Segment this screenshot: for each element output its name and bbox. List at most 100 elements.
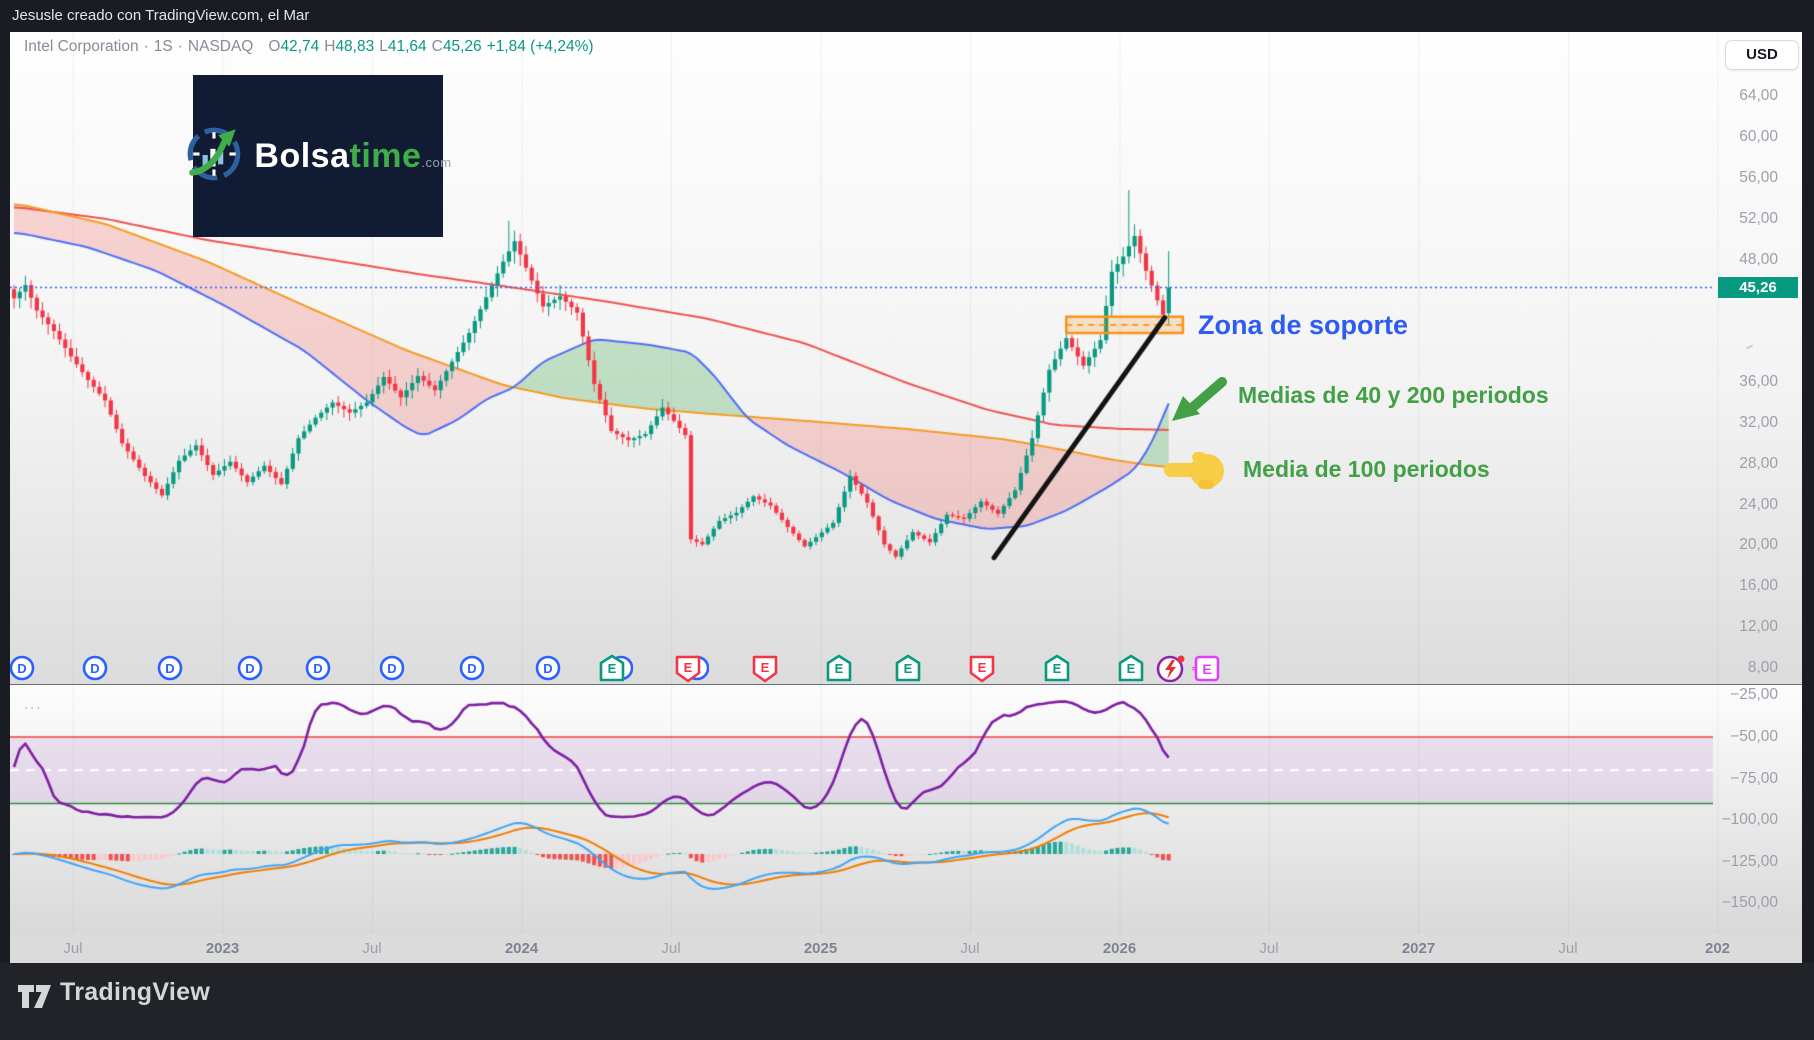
last-price-badge: 45,26: [1718, 277, 1798, 298]
svg-text:D: D: [543, 661, 552, 676]
event-badge-s[interactable]: E: [749, 652, 781, 684]
price-tick-label: 28,00: [1739, 454, 1778, 472]
ma-100-annotation: Media de 100 periodos: [1243, 456, 1490, 482]
low-label: L: [379, 38, 388, 55]
event-badge-em[interactable]: E ≈: [1190, 652, 1222, 684]
time-axis-label: Jul: [661, 940, 681, 957]
indicator-more-button[interactable]: ...: [24, 696, 43, 713]
exchange: NASDAQ: [187, 38, 254, 55]
event-badges-row: D D D D D D D D E E E E E E E E E ≈: [10, 652, 1802, 686]
tradingview-brand-text: TradingView: [60, 978, 211, 1006]
svg-text:E: E: [761, 660, 770, 675]
high-label: H: [324, 38, 336, 55]
event-badge-s[interactable]: E: [966, 652, 998, 684]
svg-text:E: E: [1053, 661, 1062, 676]
event-badge-e[interactable]: E: [1041, 652, 1073, 684]
price-tick-label: 48,00: [1739, 250, 1778, 268]
event-badge-flash[interactable]: [1155, 652, 1187, 684]
svg-text:D: D: [165, 661, 174, 676]
event-badge-e[interactable]: E: [823, 652, 855, 684]
green-arrow-icon: [1168, 376, 1228, 429]
chart-panel: Intel Corporation · 1S · NASDAQ O42,74 H48,83 L…: [10, 32, 1802, 963]
time-axis-label: 2023: [205, 940, 240, 957]
low-value: 41,64: [387, 38, 427, 55]
bottom-brand-bar: TradingView: [0, 963, 1814, 1040]
price-tick-label: 24,00: [1739, 495, 1778, 513]
event-badge-sd[interactable]: E: [675, 652, 710, 684]
ma-40-200-annotation: Medias de 40 y 200 periodos: [1238, 382, 1549, 408]
price-tick-label: 36,00: [1739, 373, 1778, 391]
indicator-tick-label: −150,00: [1721, 894, 1778, 912]
tradingview-logo-icon: [17, 984, 53, 1015]
bolsatime-wordmark: Bolsatime.com: [254, 136, 452, 175]
event-badge-d[interactable]: D: [234, 652, 266, 684]
svg-text:E: E: [608, 661, 617, 676]
currency-button[interactable]: USD: [1725, 40, 1799, 70]
svg-text:D: D: [17, 661, 26, 676]
attribution-text: Jesusle creado con TradingView.com, el M…: [12, 7, 310, 24]
time-axis-label: Jul: [960, 940, 980, 957]
time-axis-label: Jul: [1558, 940, 1578, 957]
high-value: 48,83: [335, 38, 375, 55]
time-axis-label: Jul: [63, 940, 83, 957]
svg-text:≈: ≈: [1192, 664, 1198, 675]
indicator-tick-label: −125,00: [1721, 852, 1778, 870]
time-axis-label: 2025: [803, 940, 838, 957]
event-badge-d[interactable]: D: [154, 652, 186, 684]
svg-text:D: D: [387, 661, 396, 676]
price-tick-label: 60,00: [1739, 128, 1778, 145]
time-axis-label: Jul: [1259, 940, 1279, 957]
time-axis-label: 202: [1704, 940, 1731, 957]
event-badge-e[interactable]: E: [1115, 652, 1147, 684]
price-tick-label: 64,00: [1739, 87, 1778, 105]
close-value: 45,26: [442, 38, 482, 55]
indicator-tick-label: −100,00: [1721, 811, 1778, 829]
symbol-name[interactable]: Intel Corporation: [24, 38, 139, 55]
price-tick-label: 32,00: [1739, 413, 1778, 431]
support-zone-annotation: Zona de soporte: [1198, 310, 1409, 340]
svg-text:D: D: [90, 661, 99, 676]
svg-text:E: E: [904, 661, 913, 676]
svg-text:D: D: [313, 661, 322, 676]
bolsatime-icon: [184, 123, 246, 190]
price-tick-label: 12,00: [1739, 618, 1778, 636]
event-badge-d[interactable]: D: [376, 652, 408, 684]
svg-text:E: E: [978, 660, 987, 675]
event-badge-d[interactable]: D: [79, 652, 111, 684]
event-badge-d[interactable]: D: [532, 652, 564, 684]
svg-text:E: E: [1127, 661, 1136, 676]
svg-text:E: E: [835, 661, 844, 676]
time-axis-label: 2027: [1401, 940, 1436, 957]
event-badge-ed[interactable]: E: [599, 652, 634, 684]
event-badge-d[interactable]: D: [302, 652, 334, 684]
event-badge-d[interactable]: D: [456, 652, 488, 684]
symbol-header[interactable]: Intel Corporation · 1S · NASDAQ O42,74 H48,83 L…: [24, 38, 594, 60]
open-label: O: [268, 38, 281, 55]
event-badge-e[interactable]: E: [892, 652, 924, 684]
top-attribution-bar: Jesusle creado con TradingView.com, el M…: [0, 0, 1814, 32]
price-tick-label: 52,00: [1739, 209, 1778, 227]
time-axis-label: 2026: [1102, 940, 1137, 957]
svg-text:D: D: [245, 661, 254, 676]
event-badge-d[interactable]: D: [10, 652, 38, 684]
pointing-hand-icon: [1162, 446, 1226, 499]
time-axis-label: 2024: [504, 940, 539, 957]
price-tick-label: 16,00: [1739, 577, 1778, 595]
open-value: 42,74: [280, 38, 320, 55]
price-tick-label: 56,00: [1739, 168, 1778, 186]
indicator-tick-label: −75,00: [1730, 769, 1778, 787]
price-tick-label: 20,00: [1739, 536, 1778, 554]
indicator-tick-label: −50,00: [1730, 728, 1778, 745]
price-tick-label: 8,00: [1747, 658, 1778, 676]
change-value: +1,84 (+4,24%): [486, 38, 594, 55]
bolsatime-watermark: Bolsatime.com: [188, 75, 451, 237]
separator: ·: [143, 38, 149, 55]
svg-text:D: D: [467, 661, 476, 676]
close-label: C: [431, 38, 443, 55]
time-axis-label: Jul: [362, 940, 382, 957]
svg-text:E: E: [684, 660, 693, 675]
separator: ·: [177, 38, 183, 55]
indicator-tick-label: −25,00: [1730, 686, 1778, 704]
timeframe[interactable]: 1S: [153, 38, 173, 55]
svg-text:E: E: [1202, 661, 1211, 677]
